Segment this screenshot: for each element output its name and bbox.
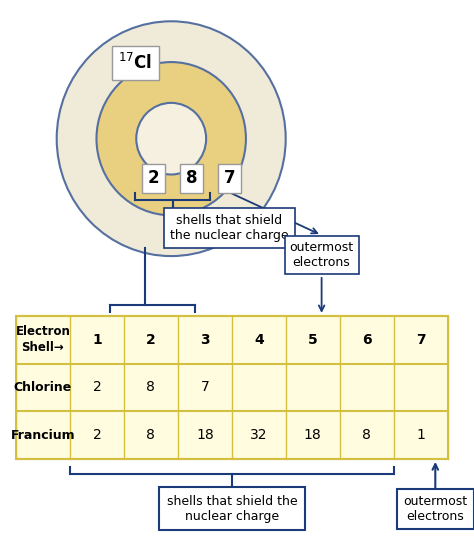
Text: Francium: Francium — [10, 429, 75, 441]
Text: 7: 7 — [224, 169, 235, 187]
Text: Chlorine: Chlorine — [14, 381, 72, 394]
Text: 8: 8 — [146, 428, 155, 442]
Text: 8: 8 — [186, 169, 197, 187]
Circle shape — [57, 21, 286, 256]
Text: shells that shield the
nuclear charge: shells that shield the nuclear charge — [166, 495, 297, 523]
Text: 2: 2 — [92, 380, 101, 395]
Text: 1: 1 — [92, 332, 102, 347]
Text: outermost
electrons: outermost electrons — [290, 241, 354, 269]
Text: 2: 2 — [148, 169, 160, 187]
Text: 8: 8 — [362, 428, 371, 442]
Text: 4: 4 — [254, 332, 264, 347]
Text: Electron
Shell→: Electron Shell→ — [16, 325, 70, 354]
Text: 7: 7 — [416, 332, 426, 347]
Text: outermost
electrons: outermost electrons — [403, 495, 467, 523]
Text: 18: 18 — [196, 428, 214, 442]
Text: $^{17}$Cl: $^{17}$Cl — [118, 53, 152, 73]
Text: 1: 1 — [416, 428, 425, 442]
Circle shape — [136, 103, 206, 174]
FancyBboxPatch shape — [16, 316, 448, 459]
Text: 8: 8 — [146, 380, 155, 395]
Text: 2: 2 — [146, 332, 156, 347]
Text: 5: 5 — [308, 332, 318, 347]
Text: 6: 6 — [362, 332, 372, 347]
Text: 18: 18 — [304, 428, 322, 442]
Text: 3: 3 — [200, 332, 210, 347]
Circle shape — [97, 62, 246, 215]
Text: shells that shield
the nuclear charge: shells that shield the nuclear charge — [170, 214, 289, 242]
Text: 7: 7 — [201, 380, 209, 395]
Text: 32: 32 — [250, 428, 268, 442]
Text: 2: 2 — [92, 428, 101, 442]
